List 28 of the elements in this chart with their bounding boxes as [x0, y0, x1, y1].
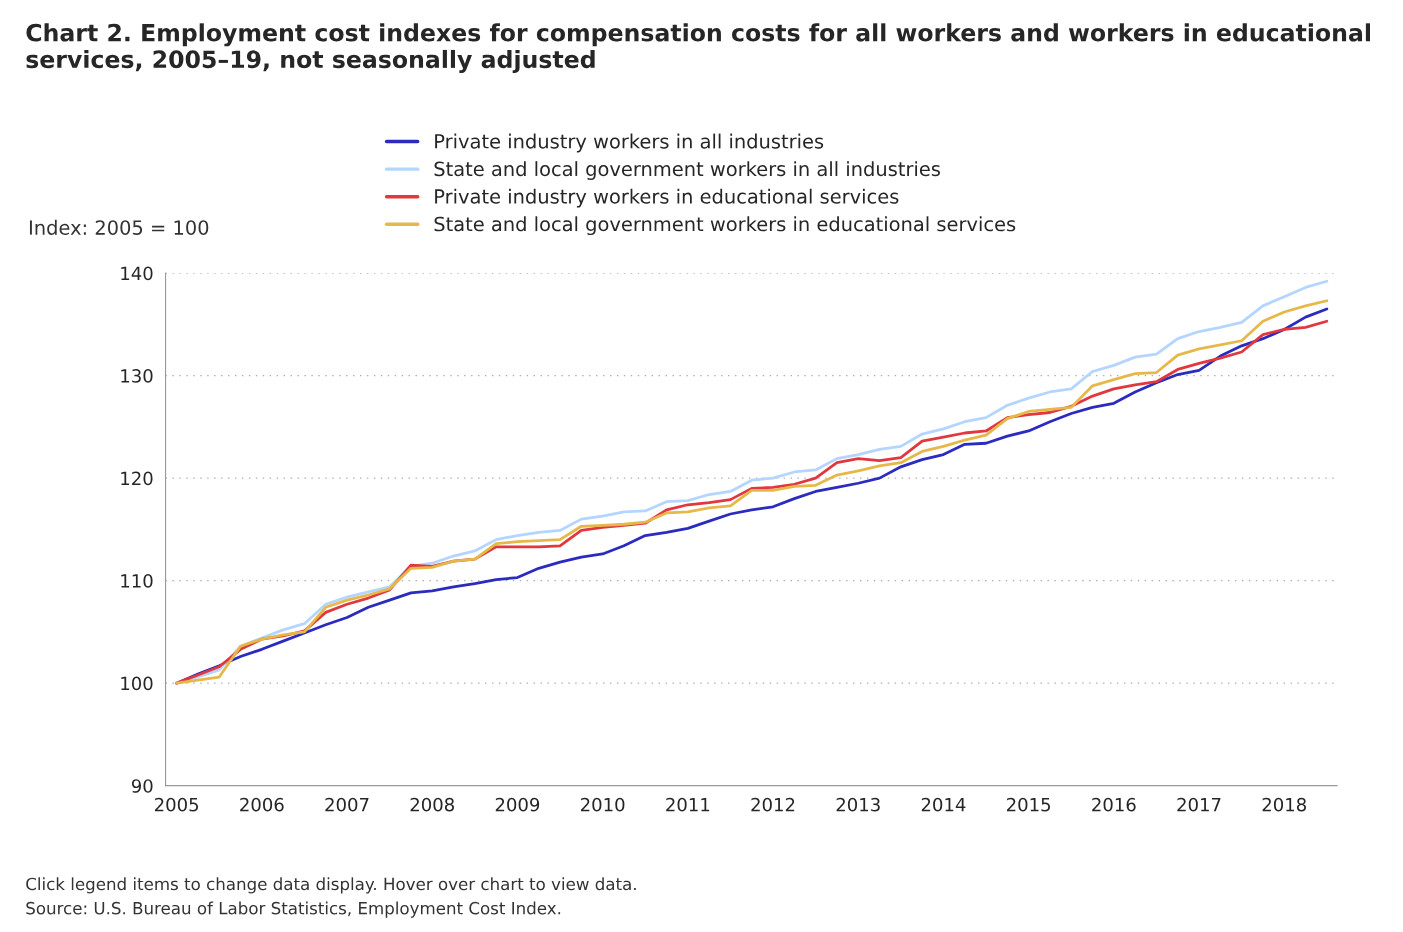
- x-tick-label: 2007: [325, 797, 369, 812]
- x-tick-label: 2005: [154, 797, 199, 812]
- x-tick-label: 2018: [1262, 797, 1306, 812]
- x-tick-label: 2017: [1177, 797, 1221, 812]
- x-tick-label: 2016: [1092, 797, 1136, 812]
- x-tick-label: 2009: [495, 797, 540, 812]
- y-tick-label: 110: [121, 574, 153, 588]
- legend-label: State and local government workers in educational services: [434, 216, 1016, 236]
- chart-title: Chart 2. Employment cost indexes for compensation costs for all workers and workers in educational services, 2005–19, not seasonally adjusted: [26, 23, 1370, 73]
- source-note: Source: U.S. Bureau of Labor Statistics, Employment Cost Index.: [26, 901, 561, 918]
- y-tick-label: 130: [121, 369, 153, 383]
- y-tick-label: 100: [121, 676, 153, 691]
- x-tick-label: 2011: [666, 797, 710, 812]
- y-tick-label: 90: [131, 779, 153, 793]
- y-axis-title: Index: 2005 = 100: [29, 219, 209, 235]
- text: Click legend items to change data display. Hover over chart to view data.: [26, 877, 636, 894]
- x-tick-label: 2008: [410, 797, 454, 812]
- x-tick-label: 2014: [921, 797, 966, 812]
- legend-label: Private industry workers in all industries: [435, 133, 824, 153]
- y-tick-label: 120: [121, 471, 153, 486]
- x-tick-label: 2013: [836, 797, 880, 812]
- x-tick-label: 2006: [240, 797, 284, 812]
- x-tick-label: 2012: [751, 797, 795, 812]
- y-tick-label: 140: [121, 266, 153, 281]
- legend-label: Private industry workers in educational services: [435, 188, 899, 208]
- legend-label: State and local government workers in all industries: [434, 161, 940, 180]
- x-tick-label: 2015: [1006, 797, 1051, 812]
- x-tick-label: 2010: [580, 797, 625, 812]
